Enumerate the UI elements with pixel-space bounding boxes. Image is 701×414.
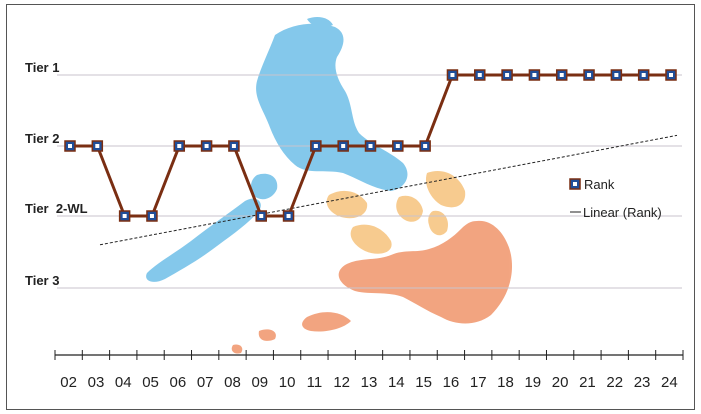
tier-label-3: Tier 2-WL [25,201,88,216]
tawi-tawi [231,344,243,354]
rank-point-21 [583,69,595,81]
rank-point-17 [474,69,486,81]
x-tick-label-20: 20 [552,374,569,391]
rank-point-09 [255,210,267,222]
rank-point-19 [528,69,541,81]
x-tick-label-11: 11 [307,374,323,391]
trendline-group [99,134,678,246]
x-tick-label-06: 06 [170,374,187,391]
chart-frame: Tier 1 Tier 2 Tier 2-WL Tier 3 02 03 04 05 06 07… [6,4,695,410]
sulu [258,329,276,341]
x-tick-label-14: 14 [388,374,405,391]
rank-chart: Tier 1 Tier 2 Tier 2-WL Tier 3 02 03 04 05 06 07… [25,17,684,391]
legend-entry-rank: Rank [569,177,615,192]
x-tick-label-18: 18 [497,374,514,391]
x-tick-label-09: 09 [251,374,268,391]
rank-point-20 [555,69,568,81]
x-tick-label-24: 24 [661,374,678,391]
tier-label-4: Tier 3 [25,273,59,288]
legend-label-linear-rank: Linear (Rank) [583,205,662,220]
rank-point-11 [310,140,322,152]
rank-point-04 [118,210,131,222]
legend-label-rank: Rank [584,177,615,192]
rank-point-18 [501,69,513,81]
x-tick-label-07: 07 [197,374,214,391]
rank-point-14 [392,140,404,152]
rank-point-13 [364,140,377,152]
rank-point-24 [665,69,677,81]
x-tick-label-17: 17 [470,374,487,391]
tier-label-2: Tier 2 [25,131,59,146]
philippines-map-background [146,17,513,354]
tier-label-1: Tier 1 [25,60,59,75]
visayas-cebu [396,195,423,222]
x-tick-label-23: 23 [634,374,651,391]
visayas-leyte [428,210,449,236]
mindoro [250,173,278,200]
x-tick-label-19: 19 [524,374,541,391]
x-tick-label-16: 16 [443,374,460,391]
x-tick-label-21: 21 [579,374,596,391]
tier-labels: Tier 1 Tier 2 Tier 2-WL Tier 3 [25,60,88,288]
visayas-negros [350,224,392,254]
x-tick-label-22: 22 [606,374,623,391]
rank-point-08 [228,140,240,152]
legend-entry-linear-rank: Linear (Rank) [570,205,662,220]
rank-point-16 [446,69,459,81]
x-tick-label-13: 13 [361,374,378,391]
rank-point-07 [200,140,213,152]
visayas-samar [425,171,466,208]
visayas-panay [326,190,368,219]
rank-point-23 [637,69,650,81]
luzon-north [307,17,333,28]
legend: Rank Linear (Rank) [569,177,662,220]
rank-point-22 [610,69,623,81]
palawan [146,198,261,282]
x-tick-label-02: 02 [60,374,77,391]
trendline-linear-rank [99,134,678,246]
x-axis: 02 03 04 05 06 07 08 09 10 11 12 13 14 15 16 17 18 19 20 21… [54,350,684,391]
luzon-region [256,23,408,192]
x-tick-label-12: 12 [333,374,350,391]
rank-point-03 [91,140,104,152]
zamboanga [302,312,351,332]
rank-point-06 [173,140,186,152]
x-tick-label-15: 15 [415,374,432,391]
x-tick-label-08: 08 [224,374,241,391]
rank-point-10 [282,210,295,222]
rank-point-15 [419,140,431,152]
rank-point-02 [64,140,76,152]
x-tick-label-04: 04 [115,374,132,391]
x-tick-label-03: 03 [88,374,105,391]
x-tick-label-05: 05 [142,374,159,391]
rank-point-05 [146,210,158,222]
x-tick-label-10: 10 [279,374,296,391]
rank-point-12 [337,140,349,152]
mindanao [338,220,513,324]
series-group [64,69,677,222]
